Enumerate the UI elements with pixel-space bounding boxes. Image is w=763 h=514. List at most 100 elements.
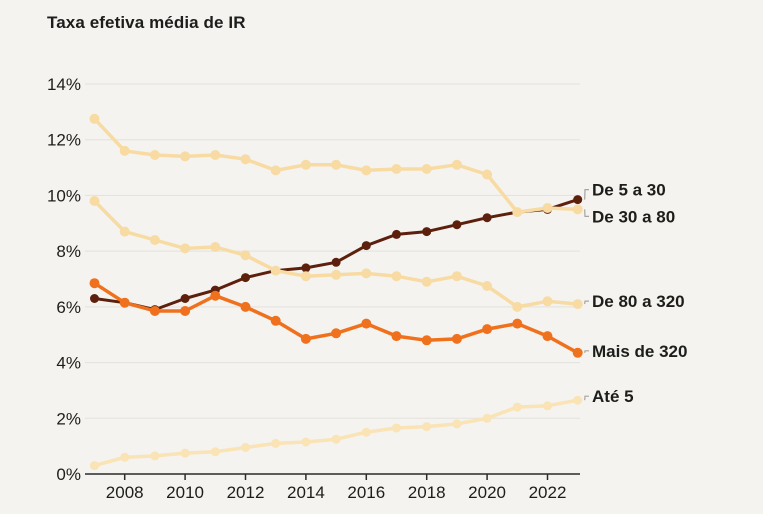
point-mais-de-320 xyxy=(361,318,372,329)
point-de-80-a-320 xyxy=(149,235,160,245)
point-mais-de-320 xyxy=(572,347,583,358)
point-de-5-a-30 xyxy=(452,220,462,230)
point-mais-de-320 xyxy=(482,324,493,335)
point-mais-de-320 xyxy=(542,331,553,342)
point-de-5-a-30 xyxy=(331,257,341,267)
point-de-80-a-320 xyxy=(421,276,432,287)
point-de-80-a-320 xyxy=(512,301,523,312)
point-de-80-a-320 xyxy=(361,268,372,279)
point-de-5-a-30 xyxy=(422,227,432,237)
point-de-30-a-80 xyxy=(421,164,432,174)
point-mais-de-320 xyxy=(240,301,251,312)
point-at-5 xyxy=(180,448,190,458)
x-axis-tick-label: 2018 xyxy=(408,483,446,502)
point-de-80-a-320 xyxy=(240,250,251,261)
point-mais-de-320 xyxy=(391,331,402,342)
point-de-30-a-80 xyxy=(119,145,130,156)
point-de-5-a-30 xyxy=(241,273,250,283)
line-de-80-a-320 xyxy=(92,199,580,309)
point-at-5 xyxy=(361,427,371,437)
point-mais-de-320 xyxy=(451,333,462,344)
point-de-5-a-30 xyxy=(90,294,99,303)
x-axis-tick-label: 2020 xyxy=(468,483,506,502)
point-de-30-a-80 xyxy=(542,203,553,213)
point-at-5 xyxy=(210,447,220,457)
point-de-80-a-320 xyxy=(300,271,311,282)
series-end-label-de-5-a-30: De 5 a 30 xyxy=(592,181,666,200)
point-at-5 xyxy=(392,423,401,433)
point-de-5-a-30 xyxy=(482,213,492,223)
point-de-30-a-80 xyxy=(300,159,311,170)
point-at-5 xyxy=(482,413,492,423)
point-de-30-a-80 xyxy=(482,169,493,180)
line-mais-de-320 xyxy=(92,281,580,355)
series-label-connector xyxy=(584,395,589,401)
x-axis-tick-label: 2022 xyxy=(529,483,567,502)
series-end-label-de-30-a-80: De 30 a 80 xyxy=(592,207,675,226)
point-mais-de-320 xyxy=(331,328,342,339)
point-mais-de-320 xyxy=(119,297,130,308)
point-de-80-a-320 xyxy=(270,265,281,276)
point-de-80-a-320 xyxy=(89,196,100,206)
point-at-5 xyxy=(150,451,160,461)
chart-title: Taxa efetiva média de IR xyxy=(47,13,246,32)
point-at-5 xyxy=(120,452,130,462)
y-axis-tick-label: 2% xyxy=(56,409,81,428)
point-de-30-a-80 xyxy=(331,159,342,170)
x-axis-tick-label: 2008 xyxy=(106,483,144,502)
y-axis-tick-label: 10% xyxy=(47,186,81,205)
point-de-80-a-320 xyxy=(210,242,221,252)
point-de-30-a-80 xyxy=(89,113,100,124)
y-axis-tick-label: 12% xyxy=(47,131,81,150)
point-mais-de-320 xyxy=(149,306,160,316)
point-de-80-a-320 xyxy=(180,243,191,254)
point-at-5 xyxy=(331,434,341,444)
point-mais-de-320 xyxy=(300,333,311,344)
point-at-5 xyxy=(241,443,250,452)
point-de-30-a-80 xyxy=(391,164,402,174)
point-de-30-a-80 xyxy=(512,207,523,218)
point-de-30-a-80 xyxy=(451,159,462,170)
point-de-5-a-30 xyxy=(392,229,401,239)
point-de-80-a-320 xyxy=(451,271,462,282)
point-at-5 xyxy=(271,438,281,448)
y-axis-tick-label: 8% xyxy=(56,242,81,261)
point-de-30-a-80 xyxy=(210,150,221,160)
point-mais-de-320 xyxy=(180,306,191,316)
line-de-5-a-30 xyxy=(93,198,580,312)
series-end-label-de-80-a-320: De 80 a 320 xyxy=(592,292,685,311)
x-axis-tick-label: 2014 xyxy=(287,483,325,502)
y-axis-tick-label: 0% xyxy=(56,465,81,484)
point-de-80-a-320 xyxy=(119,226,130,237)
point-mais-de-320 xyxy=(270,315,281,326)
point-de-30-a-80 xyxy=(149,150,160,160)
y-axis-tick-label: 14% xyxy=(47,75,81,94)
point-de-30-a-80 xyxy=(270,165,281,176)
series-label-connector xyxy=(584,350,589,353)
series-label-connector xyxy=(584,209,589,217)
line-at-5 xyxy=(92,398,580,468)
point-at-5 xyxy=(90,461,99,471)
point-at-5 xyxy=(452,419,462,429)
point-mais-de-320 xyxy=(512,318,523,329)
series-end-label-mais-de-320: Mais de 320 xyxy=(592,342,687,361)
point-de-30-a-80 xyxy=(240,154,251,165)
point-de-5-a-30 xyxy=(573,195,583,205)
point-de-5-a-30 xyxy=(361,241,371,251)
point-de-80-a-320 xyxy=(331,269,342,280)
point-mais-de-320 xyxy=(89,278,100,289)
series-end-label-at-5: Até 5 xyxy=(592,387,634,406)
point-at-5 xyxy=(543,401,552,411)
point-de-80-a-320 xyxy=(391,271,402,282)
point-at-5 xyxy=(512,402,522,412)
series-label-connector xyxy=(584,300,589,305)
point-de-80-a-320 xyxy=(482,281,493,291)
point-de-30-a-80 xyxy=(180,151,191,162)
point-de-5-a-30 xyxy=(301,263,311,273)
point-at-5 xyxy=(573,395,583,405)
y-axis-tick-label: 4% xyxy=(56,354,81,373)
point-de-80-a-320 xyxy=(572,299,583,310)
point-de-30-a-80 xyxy=(361,165,372,176)
